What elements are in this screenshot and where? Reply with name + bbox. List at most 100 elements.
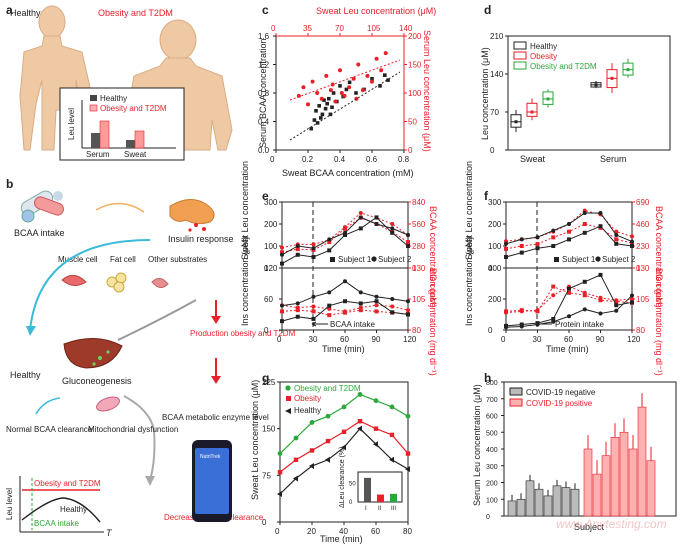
f-ins-s2-point	[614, 308, 619, 313]
g-series-line	[279, 393, 409, 454]
panel-label-g: g	[262, 371, 269, 385]
c-bottom-tick-label: 0.4	[334, 155, 346, 164]
g-point	[389, 432, 395, 438]
h-bar-positive	[619, 431, 629, 517]
g-point	[277, 451, 283, 456]
phone-screen	[195, 448, 229, 514]
x-label-serum: Serum	[86, 150, 110, 159]
panel-f-legend-s2: Subject 2	[602, 255, 636, 264]
e-bg-s2-point	[358, 305, 363, 310]
h-tick-label: 300	[486, 464, 498, 471]
f-leu-s1-point	[551, 244, 556, 248]
f-leu-s2-point	[567, 222, 571, 226]
c-point-black	[323, 106, 328, 111]
panel-e-lines	[280, 211, 410, 324]
panel-g: g 0 75 150 225 0 20 40 60 80 Sweat Leu concentra…	[250, 371, 412, 544]
g-point	[341, 404, 347, 410]
f-bg-s2-line	[505, 286, 633, 314]
c-point-black	[331, 91, 336, 95]
panel-d-legend-swatch-3	[513, 61, 527, 70]
c-point-red	[383, 51, 388, 56]
panel-e-legend-s1-marker	[330, 257, 335, 262]
f-tl-tick-label: 200	[488, 220, 502, 229]
f-leu-s2-point	[551, 228, 556, 233]
e-ins-s1-point	[374, 299, 379, 304]
f-x-tick-label: 60	[564, 335, 573, 344]
e-bg-s1-line	[281, 309, 409, 316]
h-tick-label: 0	[486, 514, 490, 521]
mito-label: Mitochondrial dysfunction	[88, 425, 178, 434]
panel-c-fit-line-black	[289, 71, 401, 141]
panel-c-ylabel-right: Serum Leu concentration (μM)	[422, 30, 432, 152]
arrow-cyan-large	[29, 239, 151, 331]
h-bar-positive	[637, 406, 647, 517]
f-bg-s1-point	[567, 290, 571, 295]
e-bcaa-s1-point	[327, 240, 332, 245]
h-bar-negative	[507, 500, 517, 517]
d-mean-marker	[594, 83, 598, 87]
arrow-cyan-large-head	[26, 326, 36, 336]
c-point-black	[354, 91, 358, 95]
f-leu-s2-point	[582, 211, 587, 215]
e-ins-s2-point	[295, 301, 300, 306]
f-leu-s2-point	[504, 241, 508, 246]
panel-e-xlabel: Time (min)	[322, 344, 365, 354]
panel-c-right-ticks: 0 50 100 150 200	[404, 32, 422, 155]
panel-f-ylabel-top: Sweat Leu concentration	[464, 161, 474, 260]
panel-e-intake-arrow	[311, 321, 317, 327]
panel-label-d: d	[484, 3, 491, 17]
panel-label-f: f	[484, 189, 489, 203]
e-bl-tick-label: 120	[264, 264, 278, 273]
g-inset-bar	[377, 494, 384, 502]
c-right-tick-label: 100	[408, 89, 422, 98]
panel-c-ylabel-left: Serum BCAA concentration	[258, 38, 268, 148]
c-point-black	[378, 84, 382, 88]
phone-app-label: NutriTrek	[200, 454, 221, 460]
c-point-black	[344, 87, 349, 92]
e-bcaa-s2-point	[343, 225, 347, 230]
panel-d-boxes	[510, 58, 634, 133]
e-leu-s1-point	[327, 248, 332, 253]
g-inset-bar	[364, 477, 371, 502]
g-x-tick-label: 40	[339, 527, 348, 536]
f-ins-s2-point	[598, 311, 603, 316]
panel-label-c: c	[262, 3, 269, 17]
d-tick-label: 0	[490, 146, 495, 155]
h-tick-label: 800	[486, 380, 498, 387]
curve-healthy	[21, 497, 101, 523]
sparkle-icon	[92, 350, 110, 366]
e-ins-s2-point	[343, 279, 347, 284]
f-leu-s1-point	[582, 230, 587, 235]
e-leu-s2-point	[343, 230, 347, 235]
c-point-red	[306, 102, 310, 107]
panel-f-lines	[504, 208, 634, 330]
f-ins-s2-point	[630, 293, 634, 298]
c-point-red	[342, 93, 347, 98]
panel-c-xlabel: Sweat BCAA concentration (mM)	[282, 168, 414, 178]
panel-g-ticks: 0 75 150 225 0 20 40 60 80	[262, 378, 412, 536]
e-leu-s2-point	[374, 222, 379, 226]
panel-f-legend-s1: Subject 1	[562, 255, 596, 264]
e-x-tick-label: 90	[372, 335, 381, 344]
g-tick-label: 225	[262, 378, 276, 387]
h-bar-negative	[525, 480, 535, 517]
e-ins-s1-point	[343, 299, 347, 304]
e-bg-s2-point	[295, 305, 300, 310]
e-leu-s2-point	[390, 226, 395, 231]
h-bar-positive	[601, 455, 611, 517]
panel-g-legend-marker-1	[285, 385, 291, 391]
e-leu-s1-point	[390, 230, 395, 235]
production-label: Production obesity and T2DM	[190, 329, 296, 338]
f-leu-s1-point	[519, 250, 524, 255]
c-point-black	[320, 112, 325, 117]
c-point-red	[339, 91, 344, 95]
panel-b-curve-ylabel: Leu level	[5, 488, 14, 520]
f-ins-s2-point	[567, 314, 571, 319]
f-bg-s1-point	[551, 284, 556, 289]
insulin-response-label: Insulin response	[168, 234, 234, 244]
normal-clearance-label: Normal BCAA clearance	[6, 425, 93, 434]
c-top-tick-label: 35	[303, 24, 312, 33]
bcaa-intake-label: BCAA intake	[14, 228, 65, 238]
panel-c-top-title: Sweat Leu concentration (μM)	[316, 6, 436, 16]
panel-a-inset-ylabel: Leu level	[67, 108, 76, 140]
